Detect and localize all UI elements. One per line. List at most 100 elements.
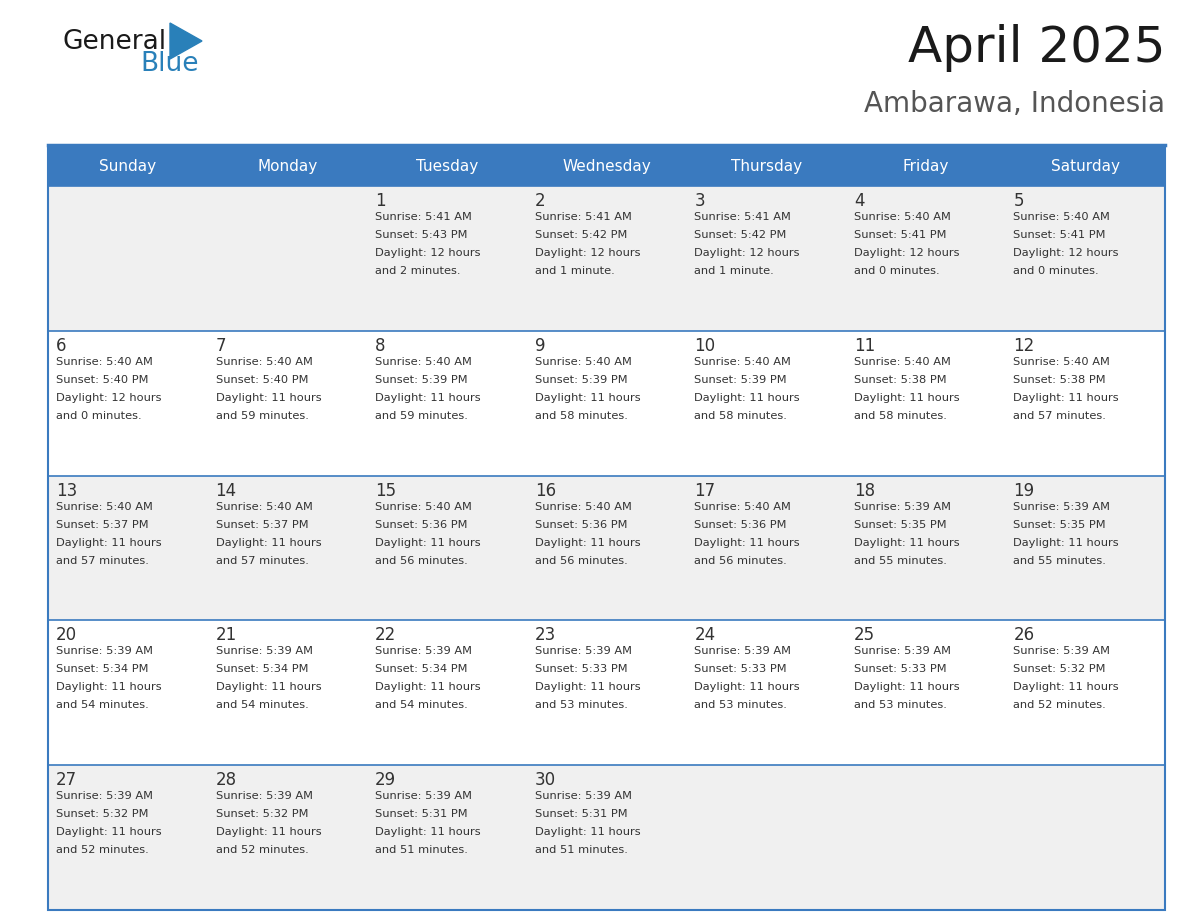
Text: Sunrise: 5:39 AM: Sunrise: 5:39 AM — [215, 646, 312, 656]
Text: 27: 27 — [56, 771, 77, 789]
Text: Sunset: 5:42 PM: Sunset: 5:42 PM — [694, 230, 786, 240]
Text: 22: 22 — [375, 626, 397, 644]
Bar — [48, 766, 208, 910]
Text: Daylight: 12 hours: Daylight: 12 hours — [854, 248, 960, 258]
Text: Sunset: 5:35 PM: Sunset: 5:35 PM — [1013, 520, 1106, 530]
Bar — [208, 148, 367, 186]
Text: Daylight: 11 hours: Daylight: 11 hours — [215, 682, 321, 692]
Bar — [687, 186, 846, 330]
Text: Daylight: 12 hours: Daylight: 12 hours — [56, 393, 162, 403]
Text: Sunrise: 5:39 AM: Sunrise: 5:39 AM — [854, 501, 950, 511]
Text: Sunrise: 5:39 AM: Sunrise: 5:39 AM — [56, 646, 153, 656]
Text: Sunrise: 5:39 AM: Sunrise: 5:39 AM — [535, 646, 632, 656]
Text: Daylight: 12 hours: Daylight: 12 hours — [1013, 248, 1119, 258]
Text: Daylight: 11 hours: Daylight: 11 hours — [535, 827, 640, 837]
Text: and 59 minutes.: and 59 minutes. — [215, 410, 309, 420]
Text: Sunrise: 5:39 AM: Sunrise: 5:39 AM — [694, 646, 791, 656]
Text: General: General — [62, 29, 166, 55]
Text: and 51 minutes.: and 51 minutes. — [375, 845, 468, 856]
Text: Sunset: 5:37 PM: Sunset: 5:37 PM — [215, 520, 308, 530]
Text: 30: 30 — [535, 771, 556, 789]
Text: and 0 minutes.: and 0 minutes. — [56, 410, 141, 420]
Text: Sunrise: 5:40 AM: Sunrise: 5:40 AM — [854, 212, 950, 222]
Text: and 55 minutes.: and 55 minutes. — [854, 555, 947, 565]
Text: and 54 minutes.: and 54 minutes. — [215, 700, 309, 711]
Text: Daylight: 11 hours: Daylight: 11 hours — [854, 393, 960, 403]
Text: Daylight: 11 hours: Daylight: 11 hours — [56, 827, 162, 837]
Text: Sunset: 5:40 PM: Sunset: 5:40 PM — [56, 375, 148, 385]
Text: Wednesday: Wednesday — [562, 160, 651, 174]
Text: Daylight: 11 hours: Daylight: 11 hours — [535, 393, 640, 403]
Text: 23: 23 — [535, 626, 556, 644]
Text: Sunrise: 5:40 AM: Sunrise: 5:40 AM — [375, 357, 472, 367]
Text: and 52 minutes.: and 52 minutes. — [215, 845, 309, 856]
Text: 26: 26 — [1013, 626, 1035, 644]
Text: Daylight: 12 hours: Daylight: 12 hours — [694, 248, 800, 258]
Text: 16: 16 — [535, 482, 556, 499]
Text: Sunrise: 5:40 AM: Sunrise: 5:40 AM — [535, 357, 632, 367]
Text: Sunset: 5:36 PM: Sunset: 5:36 PM — [535, 520, 627, 530]
Text: Sunset: 5:35 PM: Sunset: 5:35 PM — [854, 520, 947, 530]
Text: 28: 28 — [215, 771, 236, 789]
Bar — [1005, 186, 1165, 330]
Text: and 56 minutes.: and 56 minutes. — [694, 555, 786, 565]
Text: Daylight: 11 hours: Daylight: 11 hours — [854, 538, 960, 548]
Text: Daylight: 11 hours: Daylight: 11 hours — [1013, 682, 1119, 692]
Text: and 53 minutes.: and 53 minutes. — [694, 700, 788, 711]
Bar — [687, 148, 846, 186]
Text: Sunset: 5:41 PM: Sunset: 5:41 PM — [1013, 230, 1106, 240]
Bar — [367, 476, 526, 621]
Text: and 0 minutes.: and 0 minutes. — [854, 266, 940, 276]
Text: Sunrise: 5:40 AM: Sunrise: 5:40 AM — [854, 357, 950, 367]
Text: 5: 5 — [1013, 192, 1024, 210]
Bar — [687, 766, 846, 910]
Text: and 53 minutes.: and 53 minutes. — [535, 700, 627, 711]
Text: 20: 20 — [56, 626, 77, 644]
Text: Sunrise: 5:40 AM: Sunrise: 5:40 AM — [375, 501, 472, 511]
Bar — [846, 186, 1005, 330]
Polygon shape — [170, 23, 202, 59]
Text: 25: 25 — [854, 626, 876, 644]
Text: and 52 minutes.: and 52 minutes. — [1013, 700, 1106, 711]
Text: Daylight: 12 hours: Daylight: 12 hours — [535, 248, 640, 258]
Text: Sunrise: 5:40 AM: Sunrise: 5:40 AM — [1013, 357, 1111, 367]
Text: 14: 14 — [215, 482, 236, 499]
Text: 19: 19 — [1013, 482, 1035, 499]
Text: 11: 11 — [854, 337, 876, 354]
Text: Daylight: 11 hours: Daylight: 11 hours — [694, 538, 800, 548]
Bar — [208, 766, 367, 910]
Text: and 56 minutes.: and 56 minutes. — [535, 555, 627, 565]
Text: Sunset: 5:38 PM: Sunset: 5:38 PM — [854, 375, 947, 385]
Text: and 0 minutes.: and 0 minutes. — [1013, 266, 1099, 276]
Text: Sunrise: 5:40 AM: Sunrise: 5:40 AM — [215, 501, 312, 511]
Text: Sunset: 5:34 PM: Sunset: 5:34 PM — [56, 665, 148, 675]
Text: 18: 18 — [854, 482, 876, 499]
Text: Sunset: 5:34 PM: Sunset: 5:34 PM — [375, 665, 468, 675]
Text: Daylight: 11 hours: Daylight: 11 hours — [694, 682, 800, 692]
Bar — [367, 766, 526, 910]
Text: Sunset: 5:32 PM: Sunset: 5:32 PM — [215, 809, 308, 819]
Text: 10: 10 — [694, 337, 715, 354]
Bar — [526, 766, 687, 910]
Text: and 56 minutes.: and 56 minutes. — [375, 555, 468, 565]
Bar — [1005, 148, 1165, 186]
Bar — [367, 621, 526, 766]
Text: Daylight: 11 hours: Daylight: 11 hours — [56, 538, 162, 548]
Text: Sunset: 5:31 PM: Sunset: 5:31 PM — [375, 809, 468, 819]
Bar — [1005, 621, 1165, 766]
Text: Sunset: 5:39 PM: Sunset: 5:39 PM — [694, 375, 786, 385]
Text: Saturday: Saturday — [1050, 160, 1120, 174]
Bar — [1005, 476, 1165, 621]
Bar — [526, 476, 687, 621]
Text: Blue: Blue — [140, 51, 198, 77]
Text: Sunrise: 5:41 AM: Sunrise: 5:41 AM — [535, 212, 632, 222]
Text: Sunrise: 5:40 AM: Sunrise: 5:40 AM — [1013, 212, 1111, 222]
Text: Sunrise: 5:39 AM: Sunrise: 5:39 AM — [1013, 501, 1111, 511]
Text: Sunset: 5:31 PM: Sunset: 5:31 PM — [535, 809, 627, 819]
Bar — [846, 148, 1005, 186]
Text: Daylight: 11 hours: Daylight: 11 hours — [1013, 538, 1119, 548]
Text: Sunset: 5:37 PM: Sunset: 5:37 PM — [56, 520, 148, 530]
Text: 4: 4 — [854, 192, 865, 210]
Text: and 1 minute.: and 1 minute. — [535, 266, 614, 276]
Text: Sunrise: 5:40 AM: Sunrise: 5:40 AM — [535, 501, 632, 511]
